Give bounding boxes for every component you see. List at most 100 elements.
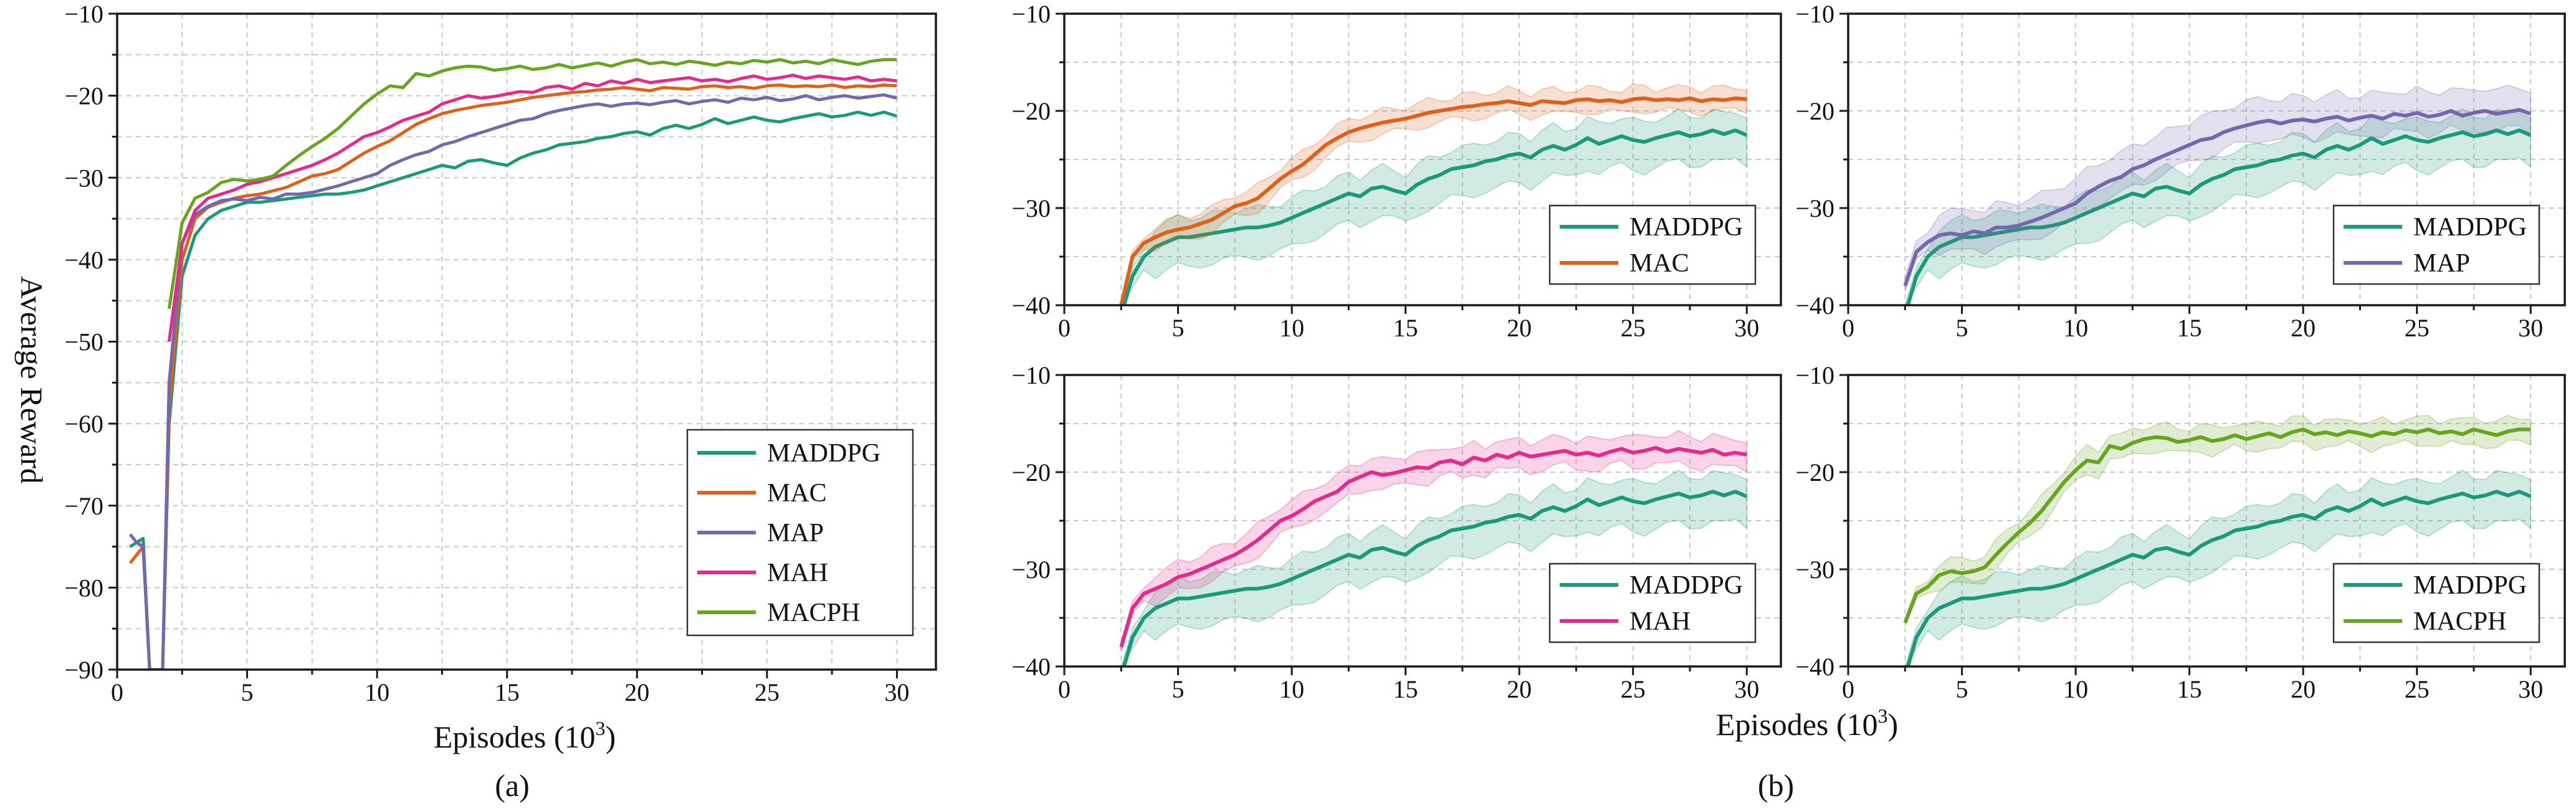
panel-b2-chart: 0 5 10 15 20 25 30 −40 −30 −20 −10 MADDPG MAP [1795,0,2566,342]
b3-legend: MADDPG MAH [1548,562,1757,643]
panel-b3-chart: 0 5 10 15 20 25 30 −40 −30 −20 −10 MADDPG MAH [1011,361,1782,703]
a-line-map [128,93,898,670]
b4-y-tick-label: −20 [1795,458,1834,486]
a-legend-label-map: MAP [767,519,824,548]
a-line-maddpg [129,110,898,670]
b3-x-tick-label: 25 [1621,675,1646,703]
b4-y-tick-label: −40 [1795,653,1834,681]
panel-b-x-axis-label: Episodes (103) [1716,704,1898,742]
caption-a: (a) [495,768,530,803]
b2-x-tick-label: 25 [2405,314,2430,342]
b2-y-tick-label: −10 [1795,0,1834,28]
a-y-tick-label: −30 [64,164,103,192]
a-legend-label-maddpg: MADDPG [767,439,880,468]
a-legend: MADDPG MAC MAP MAH MACPH [686,429,914,637]
b1-band-maddpg [1120,108,1747,305]
b3-band-mah [1120,430,1747,652]
b2-y-tick-label: −20 [1795,97,1834,125]
caption-b: (b) [1758,768,1794,803]
panel-a-x-axis-label-close: ) [606,719,616,754]
a-y-tick-label: −10 [64,0,103,28]
b1-x-tick-label: 0 [1058,314,1071,342]
panel-a-x-axis-label-sup: 3 [596,717,606,739]
a-y-tick-label: −50 [64,328,103,356]
b1-x-tick-label: 30 [1734,314,1759,342]
b1-y-tick-label: −10 [1011,0,1051,28]
b3-y-tick-label: −40 [1011,653,1051,681]
b2-legend-label-map: MAP [2413,249,2470,278]
b1-x-tick-label: 5 [1172,314,1185,342]
b1-x-tick-label: 10 [1279,314,1304,342]
b1-y-tick-label: −30 [1011,194,1051,222]
b3-legend-label-maddpg: MADDPG [1629,571,1743,600]
a-x-tick-label: 10 [365,678,389,706]
b2-x-tick-label: 5 [1956,314,1968,342]
panel-b-x-axis-label-sup: 3 [1878,704,1888,727]
b2-x-tick-label: 0 [1842,314,1854,342]
b4-x-tick-label: 25 [2405,675,2430,703]
b4-x-tick-label: 5 [1956,675,1968,703]
panel-a-x-axis-label-main: Episodes (10 [434,719,596,754]
b2-y-tick-label: −30 [1795,194,1834,222]
panel-b-x-axis-label-close: ) [1888,707,1899,742]
b3-y-tick-label: −10 [1011,361,1051,389]
b4-plot-area [1903,415,2532,666]
b2-line-map [1903,108,2532,287]
a-x-tick-label: 25 [755,678,780,706]
a-y-tick-label: −70 [64,492,103,520]
b3-plot-area [1119,430,1748,666]
b1-legend: MADDPG MAC [1548,204,1757,285]
panel-b4-chart: 0 5 10 15 20 25 30 −40 −30 −20 −10 MADDPG MACPH [1795,361,2566,703]
b2-x-tick-label: 20 [2291,314,2316,342]
b3-band-maddpg [1120,469,1747,666]
b2-band-maddpg [1904,108,2531,305]
b3-x-tick-label: 20 [1507,675,1532,703]
b4-x-tick-label: 10 [2063,675,2088,703]
b1-band-mac [1120,83,1747,305]
a-y-tick-label: −80 [64,574,103,602]
b2-band-map [1904,85,2531,292]
a-x-tick-label: 0 [111,678,123,706]
b4-x-tick-label: 0 [1842,675,1854,703]
b3-y-tick-label: −30 [1011,556,1051,584]
b4-legend: MADDPG MACPH [2332,562,2540,643]
b4-y-tick-label: −10 [1795,361,1834,389]
b2-y-tick-label: −40 [1795,292,1834,320]
b3-x-tick-label: 10 [1279,675,1304,703]
a-x-tick-label: 15 [495,678,520,706]
a-y-tick-label: −60 [64,410,103,438]
a-x-tick-label: 20 [624,678,649,706]
b3-x-tick-label: 15 [1393,675,1418,703]
b1-y-tick-label: −20 [1011,97,1051,125]
b4-line-maddpg [1906,490,2532,666]
b2-legend-label-maddpg: MADDPG [2413,213,2527,242]
panel-b-x-axis-label-main: Episodes (10 [1716,707,1878,742]
a-y-tick-label: −90 [64,656,103,684]
b2-x-tick-label: 10 [2063,314,2088,342]
b3-legend-label-mah: MAH [1629,607,1691,636]
b1-y-tick-label: −40 [1011,292,1051,320]
a-plot-area [128,58,898,670]
b1-x-tick-label: 25 [1621,314,1646,342]
b1-line-mac [1119,96,1747,305]
b4-x-tick-label: 15 [2177,675,2202,703]
b2-x-tick-label: 30 [2518,314,2543,342]
b4-line-macph [1903,427,2531,624]
a-legend-label-macph: MACPH [767,599,860,627]
b3-x-tick-label: 5 [1172,675,1185,703]
b1-x-tick-label: 15 [1393,314,1418,342]
panel-a-x-axis-label: Episodes (103) [434,717,616,754]
a-y-tick-label: −20 [64,82,103,110]
a-line-mah [167,74,897,342]
panel-a-y-axis-label: Average Reward [14,276,49,484]
b3-x-tick-label: 0 [1058,675,1071,703]
b2-plot-area [1903,85,2532,305]
b2-line-maddpg [1906,128,2532,305]
b3-y-tick-label: −20 [1011,458,1051,486]
a-x-tick-label: 30 [884,678,909,706]
b3-x-tick-label: 30 [1734,675,1759,703]
a-legend-label-mac: MAC [767,479,827,508]
b1-line-maddpg [1122,128,1748,305]
a-x-tick-label: 5 [241,678,254,706]
a-line-macph [167,58,897,310]
